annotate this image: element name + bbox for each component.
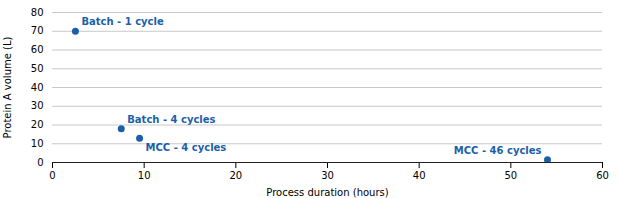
svg-text:MCC - 46 cycles: MCC - 46 cycles [454,145,542,156]
svg-text:60: 60 [31,44,44,55]
svg-text:Batch - 1 cycle: Batch - 1 cycle [81,16,164,27]
svg-text:Protein A volume (L): Protein A volume (L) [2,36,13,138]
svg-text:30: 30 [321,170,334,181]
svg-text:20: 20 [31,119,44,130]
svg-text:Process duration (hours): Process duration (hours) [266,187,388,198]
svg-text:50: 50 [31,63,44,74]
svg-text:70: 70 [31,25,44,36]
svg-text:20: 20 [229,170,242,181]
svg-text:10: 10 [138,170,151,181]
svg-text:40: 40 [413,170,426,181]
svg-text:30: 30 [31,100,44,111]
svg-text:MCC - 4 cycles: MCC - 4 cycles [146,142,227,153]
svg-text:0: 0 [49,170,55,181]
svg-text:80: 80 [31,7,44,18]
svg-text:60: 60 [596,170,609,181]
svg-text:50: 50 [504,170,517,181]
svg-text:0: 0 [37,157,43,168]
svg-text:10: 10 [31,138,44,149]
svg-text:Batch - 4 cycles: Batch - 4 cycles [127,114,215,125]
svg-text:40: 40 [31,82,44,93]
